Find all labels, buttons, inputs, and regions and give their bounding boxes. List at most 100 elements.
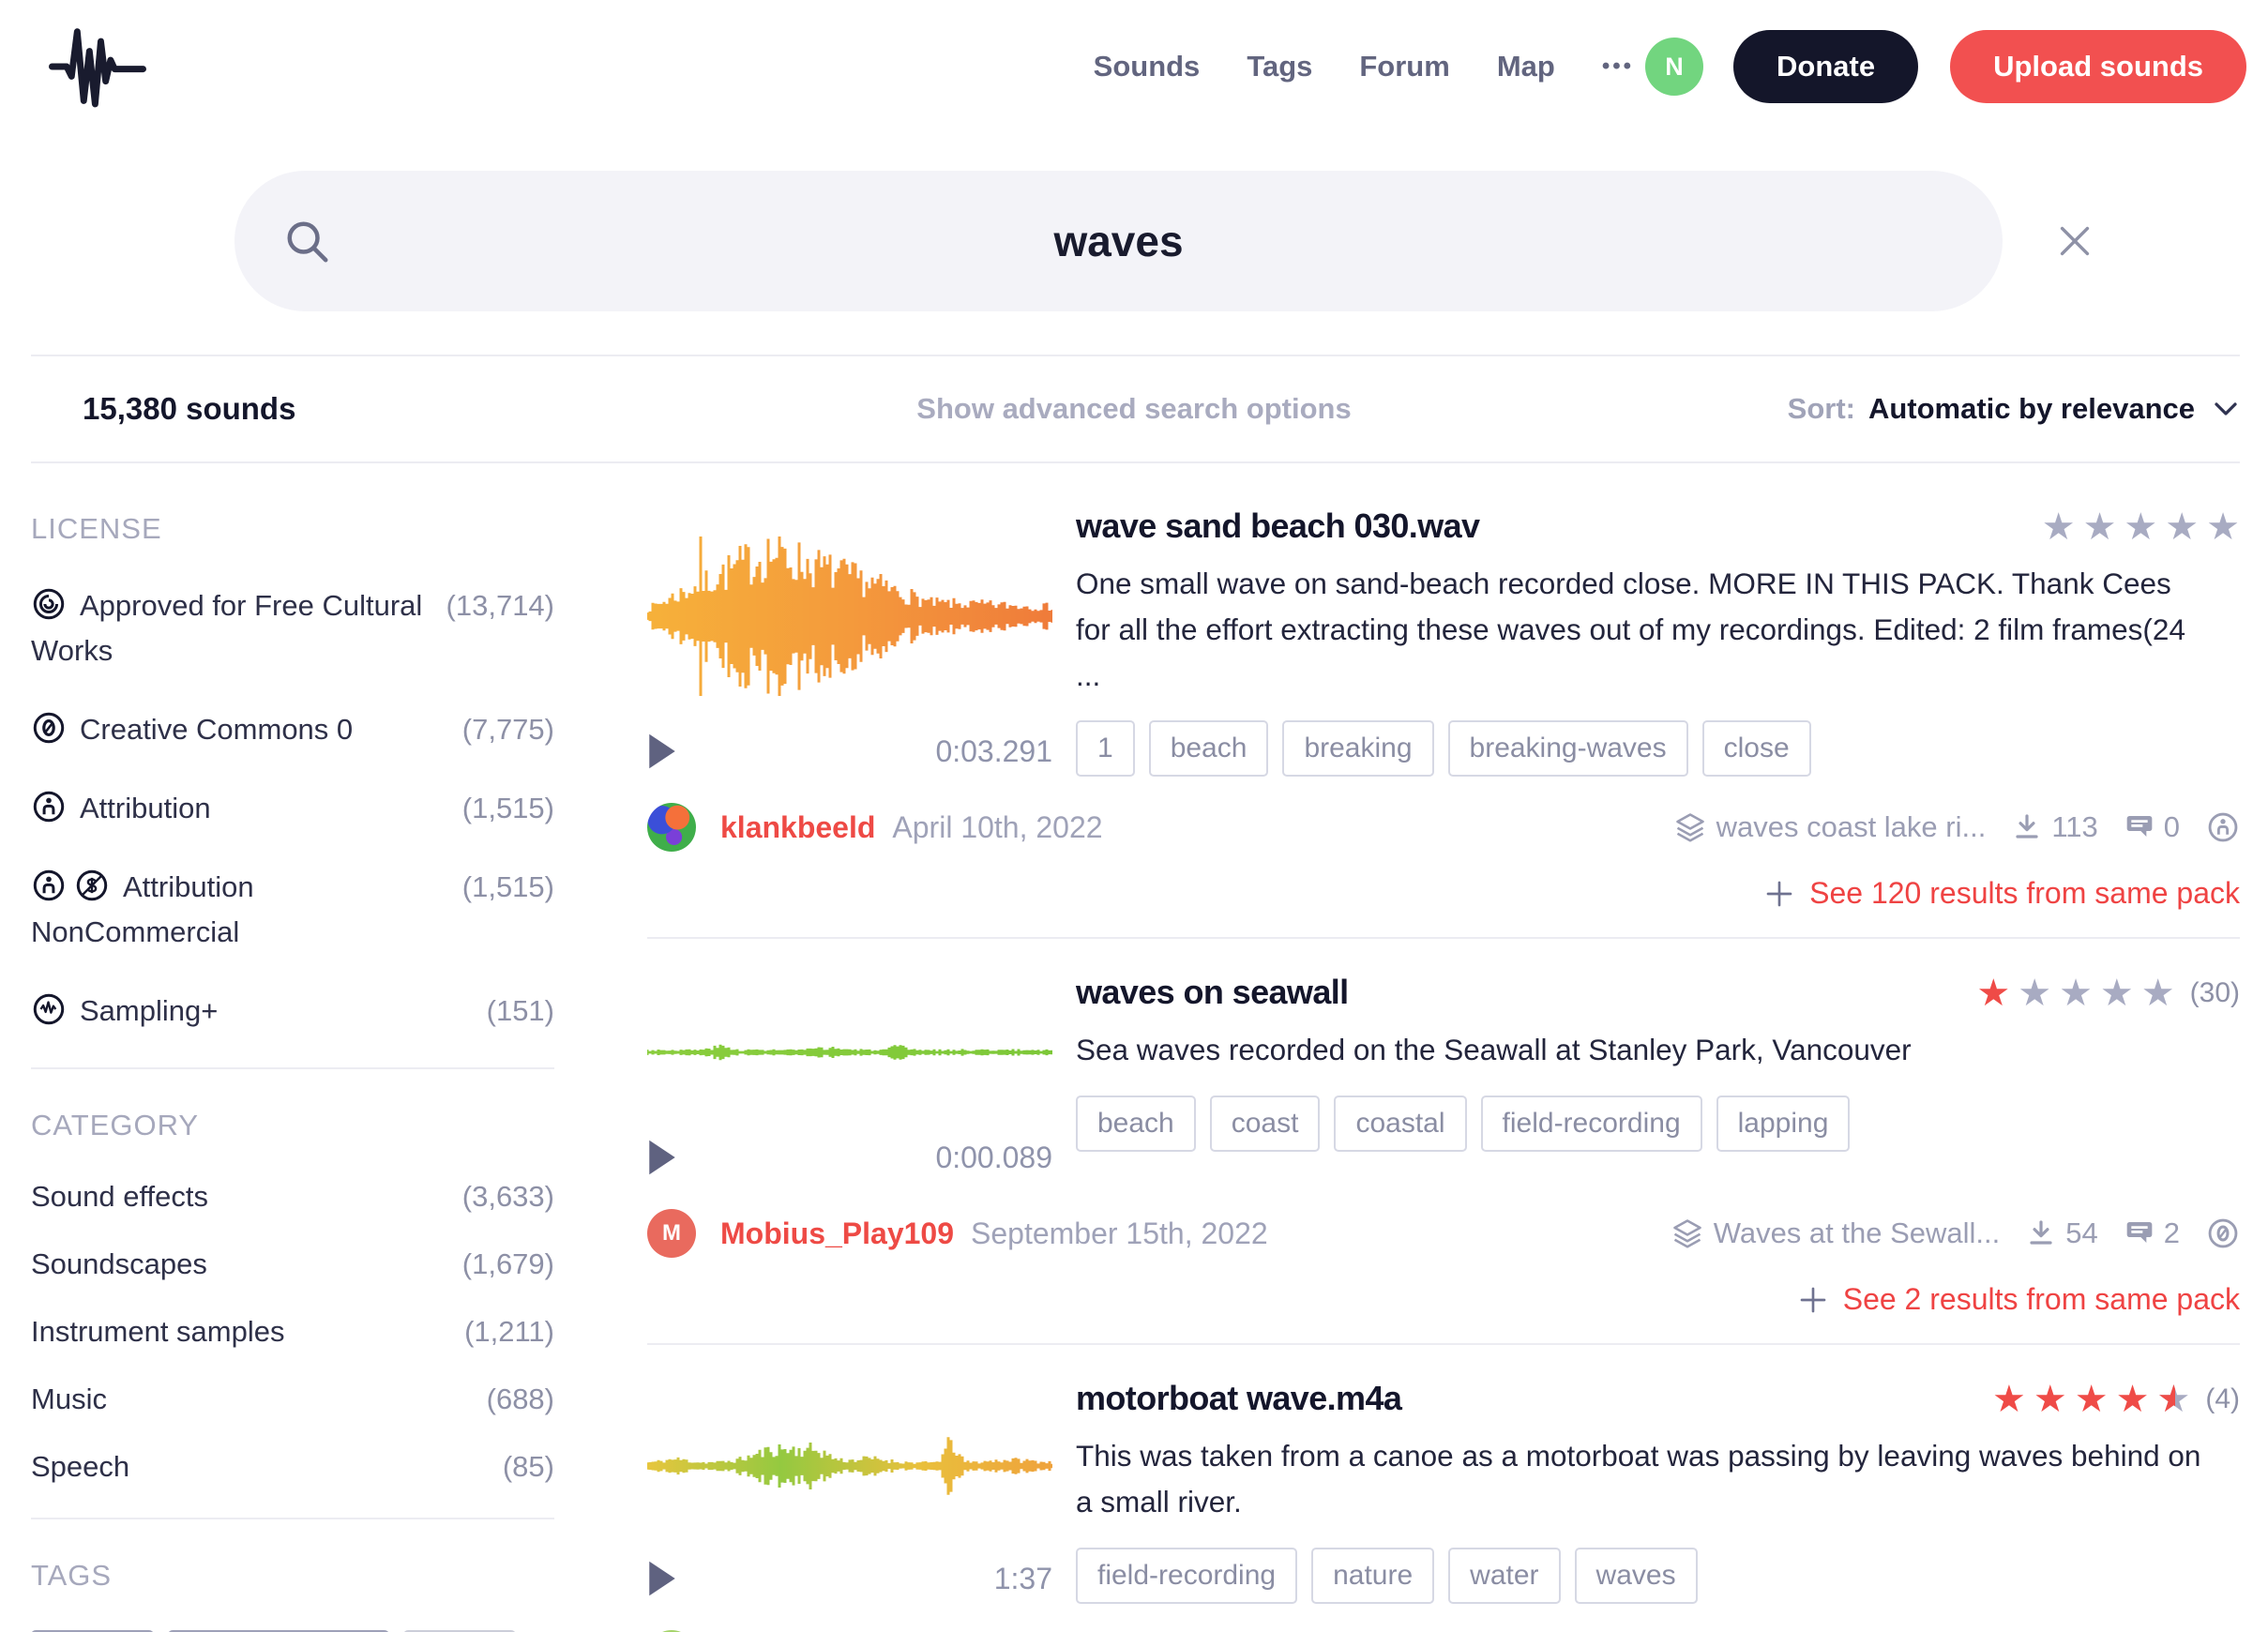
nav-map[interactable]: Map [1496,50,1555,83]
user-avatar[interactable]: N [1645,38,1704,96]
sound-title[interactable]: wave sand beach 030.wav [1076,506,1480,545]
downloads[interactable]: 54 [2026,1216,2098,1250]
filter-sidebar: LICENSE (13,714) Approved for Free Cultur… [31,505,554,1632]
star-icon[interactable] [2100,975,2134,1012]
category-filter-speech[interactable]: Speech (85) [31,1450,554,1484]
main-content: LICENSE (13,714) Approved for Free Cultur… [0,463,2268,1632]
category-filter-instrument-samples[interactable]: Instrument samples (1,211) [31,1315,554,1349]
star-icon[interactable] [2042,508,2076,546]
waveform-player[interactable] [647,1379,1052,1553]
tag-chip[interactable]: beach [1076,1096,1196,1153]
nav-sounds[interactable]: Sounds [1093,50,1201,83]
category-label: Sound effects [31,1180,209,1214]
license-count: (1,515) [461,870,554,904]
waveform-player[interactable] [647,973,1052,1132]
star-icon[interactable] [2141,975,2175,1012]
tag-chip[interactable]: breaking [1282,720,1434,778]
star-icon[interactable] [2165,508,2199,546]
waveform-player[interactable] [647,506,1052,726]
category-filter-sound-effects[interactable]: Sound effects (3,633) [31,1180,554,1214]
category-label: Speech [31,1450,130,1484]
see-pack-results-link[interactable]: See 120 results from same pack [647,876,2240,911]
category-filter-music[interactable]: Music (688) [31,1383,554,1416]
tag-chip[interactable]: coastal [1334,1096,1467,1153]
star-icon[interactable] [2116,1381,2150,1418]
star-icon[interactable] [1992,1381,2026,1418]
author-name[interactable]: klankbeeld [720,809,876,844]
play-icon[interactable] [647,1139,677,1176]
pack-link[interactable]: waves coast lake ri... [1673,810,1986,844]
tag-chip[interactable]: lapping [1716,1096,1851,1153]
author-avatar[interactable]: M [647,1209,696,1259]
sound-title[interactable]: waves on seawall [1076,973,1349,1012]
tag-chip[interactable]: coast [1209,1096,1321,1153]
downloads[interactable]: 113 [2012,810,2098,844]
search-results-list: 0:03.291 wave sand beach 030.wav One sma… [647,505,2240,1632]
comment-count: 2 [2163,1216,2180,1250]
comments[interactable]: 2 [2124,1216,2180,1250]
results-bar: 15,380 sounds Show advanced search optio… [0,356,2268,461]
tag-chip[interactable]: close [1701,720,1811,778]
tag-chip[interactable]: field-recording [1076,1548,1298,1605]
rating-count: (4) [2205,1383,2240,1415]
tag-chip[interactable]: nature [1311,1548,1435,1605]
divider [31,461,2240,463]
license-filter-attribution[interactable]: (1,515) Attribution [31,786,554,831]
star-icon[interactable] [2083,508,2117,546]
sound-duration: 0:00.089 [935,1140,1052,1174]
category-count: (1,211) [464,1315,554,1349]
star-icon[interactable] [2156,1381,2190,1418]
sound-tags: beach coast coastal field-recording lapping [1076,1096,2240,1153]
tag-chip[interactable]: field-recording [1480,1096,1702,1153]
license-filter-sampling-plus[interactable]: (151) Sampling+ [31,989,554,1034]
pack-link[interactable]: Waves at the Sewall... [1671,1216,2000,1250]
cc-by-icon [33,869,65,901]
rating-stars: (30) [1976,973,2240,1012]
tag-chip[interactable]: breaking-waves [1447,720,1688,778]
clear-search-icon[interactable] [2053,219,2096,263]
search-input[interactable]: waves [234,171,2003,311]
category-count: (1,679) [461,1247,554,1281]
license-filter-attribution-nc[interactable]: (1,515) Attribution NonCommercial [31,865,554,955]
tag-chip[interactable]: 1 [1076,720,1135,778]
comment-icon [2126,1222,2153,1244]
star-icon[interactable] [2124,508,2157,546]
license-count: (151) [486,994,554,1028]
sound-description: One small wave on sand-beach recorded cl… [1076,567,2185,692]
play-icon[interactable] [647,1560,677,1597]
nav-forum[interactable]: Forum [1359,50,1450,83]
comments[interactable]: 0 [2124,810,2180,844]
tag-chip[interactable]: beach [1148,720,1269,778]
author-avatar[interactable] [647,803,696,853]
tag-chip[interactable]: waves [1574,1548,1698,1605]
freesound-logo-icon[interactable] [49,18,146,115]
star-icon[interactable] [2075,1381,2109,1418]
category-filter-soundscapes[interactable]: Soundscapes (1,679) [31,1247,554,1281]
cc-nc-icon [76,869,108,901]
tag-chip[interactable]: water [1448,1548,1561,1605]
see-pack-results-link[interactable]: See 2 results from same pack [647,1282,2240,1317]
license-indicator[interactable] [2206,810,2240,844]
license-indicator[interactable] [2206,1216,2240,1250]
license-filter-approved-fcw[interactable]: (13,714) Approved for Free Cultural Works [31,583,554,673]
play-icon[interactable] [647,733,677,770]
author-name[interactable]: Mobius_Play109 [720,1216,954,1250]
more-menu-icon[interactable]: ••• [1601,53,1635,79]
author-avatar[interactable]: R [647,1630,696,1632]
search-query[interactable]: waves [1053,217,1184,265]
star-icon[interactable] [2018,975,2051,1012]
nav-tags[interactable]: Tags [1247,50,1313,83]
star-icon[interactable] [2034,1381,2067,1418]
sort-dropdown[interactable]: Sort: Automatic by relevance [1788,392,2240,426]
license-filter-cc0[interactable]: (7,775) Creative Commons 0 [31,707,554,752]
tag-chip-water[interactable]: water [403,1630,516,1632]
star-icon[interactable] [1976,975,2010,1012]
star-icon[interactable] [2206,508,2240,546]
donate-button[interactable]: Donate [1733,30,1919,103]
sound-title[interactable]: motorboat wave.m4a [1076,1379,1402,1418]
plus-icon [1766,881,1792,907]
tag-chip-waves[interactable]: waves [31,1630,155,1632]
upload-sounds-button[interactable]: Upload sounds [1950,30,2246,103]
star-icon[interactable] [2059,975,2093,1012]
advanced-search-toggle[interactable]: Show advanced search options [916,392,1352,425]
